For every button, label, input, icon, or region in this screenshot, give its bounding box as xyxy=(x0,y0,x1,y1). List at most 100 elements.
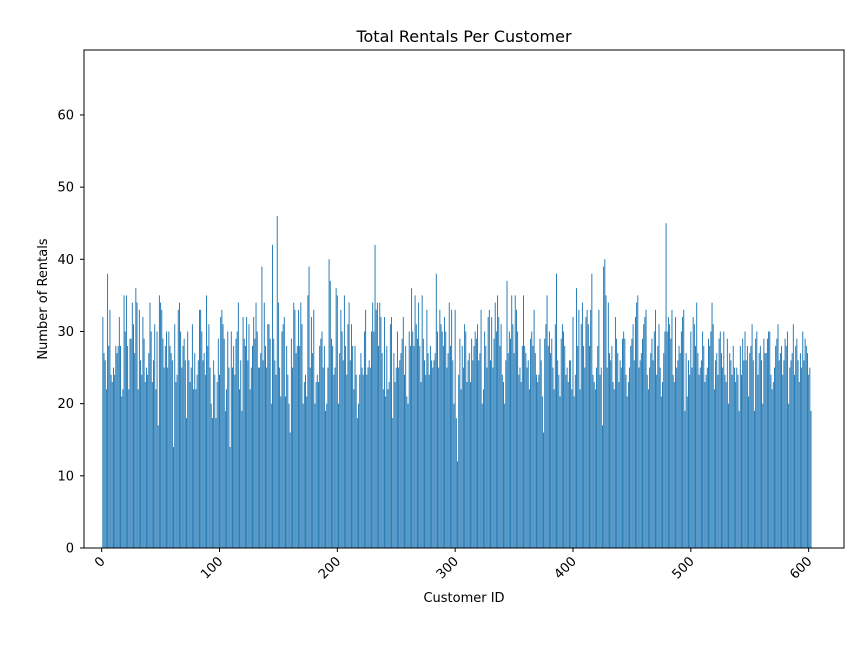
bar xyxy=(144,382,146,548)
bar xyxy=(376,302,378,548)
bar xyxy=(596,367,598,548)
bar xyxy=(214,374,216,548)
bar xyxy=(168,331,170,548)
bar xyxy=(567,382,569,548)
bar xyxy=(424,360,425,548)
bar xyxy=(175,382,177,548)
bar xyxy=(472,360,474,548)
bar xyxy=(711,302,713,548)
bar xyxy=(273,338,275,548)
bar xyxy=(563,331,565,548)
bar xyxy=(346,374,348,548)
bar xyxy=(339,353,341,548)
bar xyxy=(697,353,699,548)
bar xyxy=(716,353,718,548)
bar xyxy=(764,353,766,548)
bar xyxy=(145,367,147,548)
bar xyxy=(419,345,421,548)
bar xyxy=(712,324,714,548)
bar xyxy=(604,259,606,548)
bar xyxy=(290,338,292,548)
bar xyxy=(227,331,229,548)
bar xyxy=(733,367,735,548)
bar xyxy=(136,302,138,548)
bar xyxy=(210,403,212,548)
bar xyxy=(282,324,284,548)
bar xyxy=(778,360,780,548)
bar xyxy=(471,338,473,548)
bar xyxy=(345,345,347,548)
bar xyxy=(640,353,642,548)
bar xyxy=(300,302,302,548)
bar xyxy=(578,309,580,548)
bar xyxy=(786,331,788,548)
bar xyxy=(435,273,437,548)
bar xyxy=(599,374,601,548)
bar xyxy=(792,324,794,548)
bar xyxy=(667,317,669,548)
bar xyxy=(594,389,596,548)
bar xyxy=(411,288,413,548)
bar xyxy=(487,317,489,548)
bar xyxy=(765,353,767,548)
bar xyxy=(249,389,251,548)
bar xyxy=(360,353,362,548)
bar xyxy=(610,360,612,548)
bar xyxy=(293,302,295,548)
bar xyxy=(692,317,694,548)
bar xyxy=(124,331,126,548)
bar xyxy=(627,382,629,548)
bar xyxy=(155,389,157,548)
bar xyxy=(774,367,775,548)
bar xyxy=(135,288,137,548)
bar xyxy=(171,360,173,548)
bar xyxy=(305,374,306,548)
bar xyxy=(237,302,239,548)
bar xyxy=(607,302,609,548)
bar xyxy=(655,309,656,548)
bar xyxy=(416,338,418,548)
bar xyxy=(299,345,301,548)
bar xyxy=(676,367,678,548)
y-tick-label: 0 xyxy=(66,542,74,557)
x-tick-label: 300 xyxy=(434,554,462,582)
bar xyxy=(224,410,226,548)
bar xyxy=(686,396,688,548)
bar xyxy=(162,338,164,548)
bar xyxy=(228,367,230,548)
bar xyxy=(601,425,603,548)
bar xyxy=(196,374,198,548)
bar xyxy=(182,345,184,548)
bar xyxy=(662,382,664,548)
bar xyxy=(297,309,299,548)
bar xyxy=(425,374,427,548)
bar xyxy=(514,295,516,548)
bar xyxy=(532,345,534,548)
bar xyxy=(751,324,753,548)
bar xyxy=(149,302,151,548)
bar xyxy=(689,374,691,548)
bar xyxy=(530,338,532,548)
bar xyxy=(333,374,335,548)
bar xyxy=(405,345,407,548)
bar xyxy=(368,360,370,548)
bar xyxy=(409,345,411,548)
bar xyxy=(571,389,573,548)
bar xyxy=(741,374,742,548)
bar xyxy=(620,367,622,548)
x-tick-label: 100 xyxy=(198,554,226,582)
bar xyxy=(603,266,605,548)
bar xyxy=(480,309,482,548)
bar xyxy=(636,302,638,548)
bar xyxy=(742,338,744,548)
bar xyxy=(719,331,721,548)
bar xyxy=(203,353,205,548)
y-axis-title: Number of Rentals xyxy=(36,238,51,359)
bar xyxy=(755,338,757,548)
bar xyxy=(241,410,243,548)
bar xyxy=(283,317,285,548)
bars-layer xyxy=(102,216,812,548)
bar xyxy=(440,324,442,548)
bar xyxy=(464,324,466,548)
bar xyxy=(717,374,719,548)
